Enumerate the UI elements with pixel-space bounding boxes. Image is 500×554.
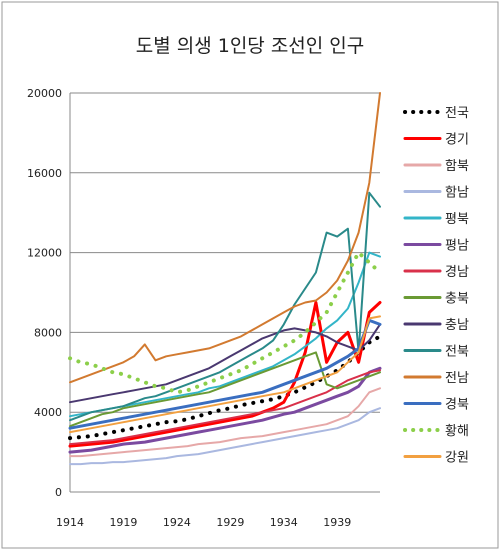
legend-label: 전남 bbox=[445, 371, 469, 386]
legend-label: 전북 bbox=[445, 345, 469, 360]
series-line-12 bbox=[68, 318, 382, 430]
x-tick-label: 1919 bbox=[109, 516, 137, 529]
x-tick-label: 1924 bbox=[163, 516, 191, 529]
series-line-6 bbox=[68, 366, 382, 454]
legend-label: 평북 bbox=[445, 212, 469, 227]
x-tick-label: 1914 bbox=[56, 516, 84, 529]
legend-label: 평남 bbox=[445, 239, 469, 254]
legend-label: 함남 bbox=[445, 186, 469, 201]
gridlines bbox=[70, 92, 380, 493]
series-line-13 bbox=[68, 250, 382, 395]
series-line-4 bbox=[69, 407, 381, 466]
x-tick-label: 1934 bbox=[270, 516, 298, 529]
legend-label: 강원 bbox=[445, 451, 469, 466]
series-line-7 bbox=[69, 369, 381, 446]
legend-label: 충북 bbox=[445, 292, 469, 307]
y-tick-label: 4000 bbox=[34, 406, 62, 419]
axes: 0 4000 8000 12000 16000 20000 1914 1919 1924 1929… bbox=[27, 87, 380, 529]
series-line-2 bbox=[68, 301, 382, 448]
legend-label: 전국 bbox=[445, 106, 469, 121]
x-tick-label: 1929 bbox=[216, 516, 244, 529]
series-line-11 bbox=[69, 92, 381, 384]
chart-title: 도별 의생 1인당 조선인 인구 bbox=[136, 35, 365, 57]
y-tick-label: 16000 bbox=[27, 167, 62, 180]
x-tick-label: 1939 bbox=[323, 516, 351, 529]
legend-label: 경남 bbox=[445, 265, 469, 280]
series-line-3 bbox=[69, 387, 381, 458]
y-tick-label: 20000 bbox=[27, 87, 62, 100]
legend-label: 경기 bbox=[445, 133, 469, 148]
series-lines bbox=[68, 92, 382, 466]
series-line-10 bbox=[69, 191, 381, 422]
y-tick-label: 8000 bbox=[34, 326, 62, 339]
series-line-8 bbox=[69, 351, 381, 428]
y-tick-label: 12000 bbox=[27, 247, 62, 260]
series-line-14 bbox=[69, 315, 381, 434]
legend-label: 함북 bbox=[445, 159, 469, 174]
series-line-9 bbox=[69, 323, 381, 404]
legend-label: 경북 bbox=[445, 398, 469, 413]
y-tick-label: 0 bbox=[55, 486, 62, 499]
legend-label: 황해 bbox=[445, 424, 469, 439]
legend-label: 충남 bbox=[445, 318, 469, 333]
series-line-5 bbox=[69, 251, 381, 418]
